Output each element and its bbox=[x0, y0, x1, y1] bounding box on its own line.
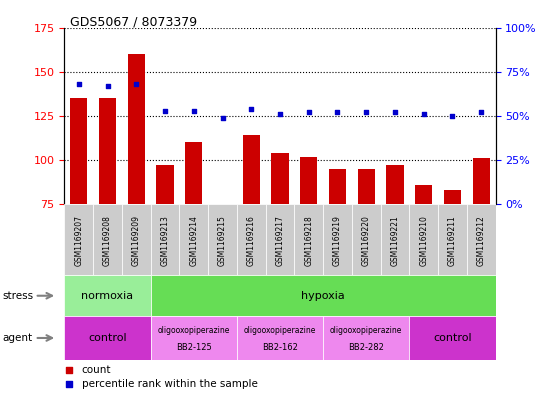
Text: percentile rank within the sample: percentile rank within the sample bbox=[82, 379, 258, 389]
Bar bbox=[99, 98, 116, 204]
Bar bbox=[237, 204, 265, 275]
Text: GSM1169214: GSM1169214 bbox=[189, 215, 198, 266]
Text: GSM1169210: GSM1169210 bbox=[419, 215, 428, 266]
Point bbox=[74, 81, 83, 87]
Text: hypoxia: hypoxia bbox=[301, 291, 345, 301]
Text: GSM1169221: GSM1169221 bbox=[390, 215, 399, 266]
Bar bbox=[93, 204, 122, 275]
Bar bbox=[122, 204, 151, 275]
Text: oligooxopiperazine: oligooxopiperazine bbox=[330, 326, 403, 335]
Bar bbox=[295, 204, 323, 275]
Text: GSM1169217: GSM1169217 bbox=[276, 215, 284, 266]
Text: GSM1169209: GSM1169209 bbox=[132, 215, 141, 266]
Bar bbox=[185, 142, 202, 204]
Bar bbox=[128, 54, 145, 204]
Point bbox=[218, 115, 227, 121]
Text: oligooxopiperazine: oligooxopiperazine bbox=[244, 326, 316, 335]
Text: GSM1169213: GSM1169213 bbox=[161, 215, 170, 266]
Text: stress: stress bbox=[3, 291, 34, 301]
Bar bbox=[64, 204, 93, 275]
Point bbox=[333, 109, 342, 116]
Bar bbox=[467, 204, 496, 275]
Point bbox=[315, 327, 324, 333]
Bar bbox=[438, 204, 467, 275]
Bar bbox=[179, 204, 208, 275]
Text: BB2-282: BB2-282 bbox=[348, 343, 384, 352]
Bar bbox=[300, 156, 318, 204]
Text: GSM1169219: GSM1169219 bbox=[333, 215, 342, 266]
Text: control: control bbox=[433, 333, 472, 343]
Text: control: control bbox=[88, 333, 127, 343]
Point bbox=[362, 109, 371, 116]
Text: normoxia: normoxia bbox=[81, 291, 134, 301]
Bar bbox=[237, 316, 323, 360]
Bar bbox=[444, 190, 461, 204]
Text: BB2-125: BB2-125 bbox=[176, 343, 212, 352]
Point bbox=[448, 113, 457, 119]
Bar bbox=[323, 316, 409, 360]
Text: GSM1169211: GSM1169211 bbox=[448, 215, 457, 266]
Bar bbox=[70, 98, 87, 204]
Text: GDS5067 / 8073379: GDS5067 / 8073379 bbox=[70, 16, 197, 29]
Bar bbox=[208, 204, 237, 275]
Point bbox=[304, 109, 313, 116]
Point bbox=[276, 111, 284, 118]
Text: oligooxopiperazine: oligooxopiperazine bbox=[157, 326, 230, 335]
Text: BB2-162: BB2-162 bbox=[262, 343, 298, 352]
Text: agent: agent bbox=[3, 333, 33, 343]
Point bbox=[132, 81, 141, 87]
Bar bbox=[381, 204, 409, 275]
Bar bbox=[358, 169, 375, 204]
Bar bbox=[386, 165, 404, 204]
Point bbox=[189, 107, 198, 114]
Bar bbox=[265, 204, 295, 275]
Bar bbox=[151, 316, 237, 360]
Bar bbox=[151, 275, 496, 316]
Point bbox=[315, 199, 324, 205]
Point bbox=[419, 111, 428, 118]
Point bbox=[247, 106, 256, 112]
Point bbox=[477, 109, 486, 116]
Bar bbox=[156, 165, 174, 204]
Point bbox=[390, 109, 399, 116]
Bar bbox=[151, 204, 179, 275]
Bar bbox=[64, 275, 151, 316]
Text: GSM1169215: GSM1169215 bbox=[218, 215, 227, 266]
Text: GSM1169212: GSM1169212 bbox=[477, 215, 486, 266]
Bar bbox=[352, 204, 381, 275]
Bar bbox=[415, 185, 432, 204]
Text: count: count bbox=[82, 365, 111, 375]
Bar bbox=[64, 316, 151, 360]
Text: GSM1169216: GSM1169216 bbox=[247, 215, 256, 266]
Text: GSM1169220: GSM1169220 bbox=[362, 215, 371, 266]
Bar bbox=[473, 158, 490, 204]
Point bbox=[161, 107, 170, 114]
Point bbox=[103, 83, 112, 89]
Bar bbox=[329, 169, 346, 204]
Bar bbox=[409, 316, 496, 360]
Bar bbox=[409, 204, 438, 275]
Text: GSM1169208: GSM1169208 bbox=[103, 215, 112, 266]
Text: GSM1169218: GSM1169218 bbox=[304, 215, 313, 266]
Bar bbox=[272, 153, 288, 204]
Bar bbox=[323, 204, 352, 275]
Bar bbox=[242, 135, 260, 204]
Text: GSM1169207: GSM1169207 bbox=[74, 215, 83, 266]
